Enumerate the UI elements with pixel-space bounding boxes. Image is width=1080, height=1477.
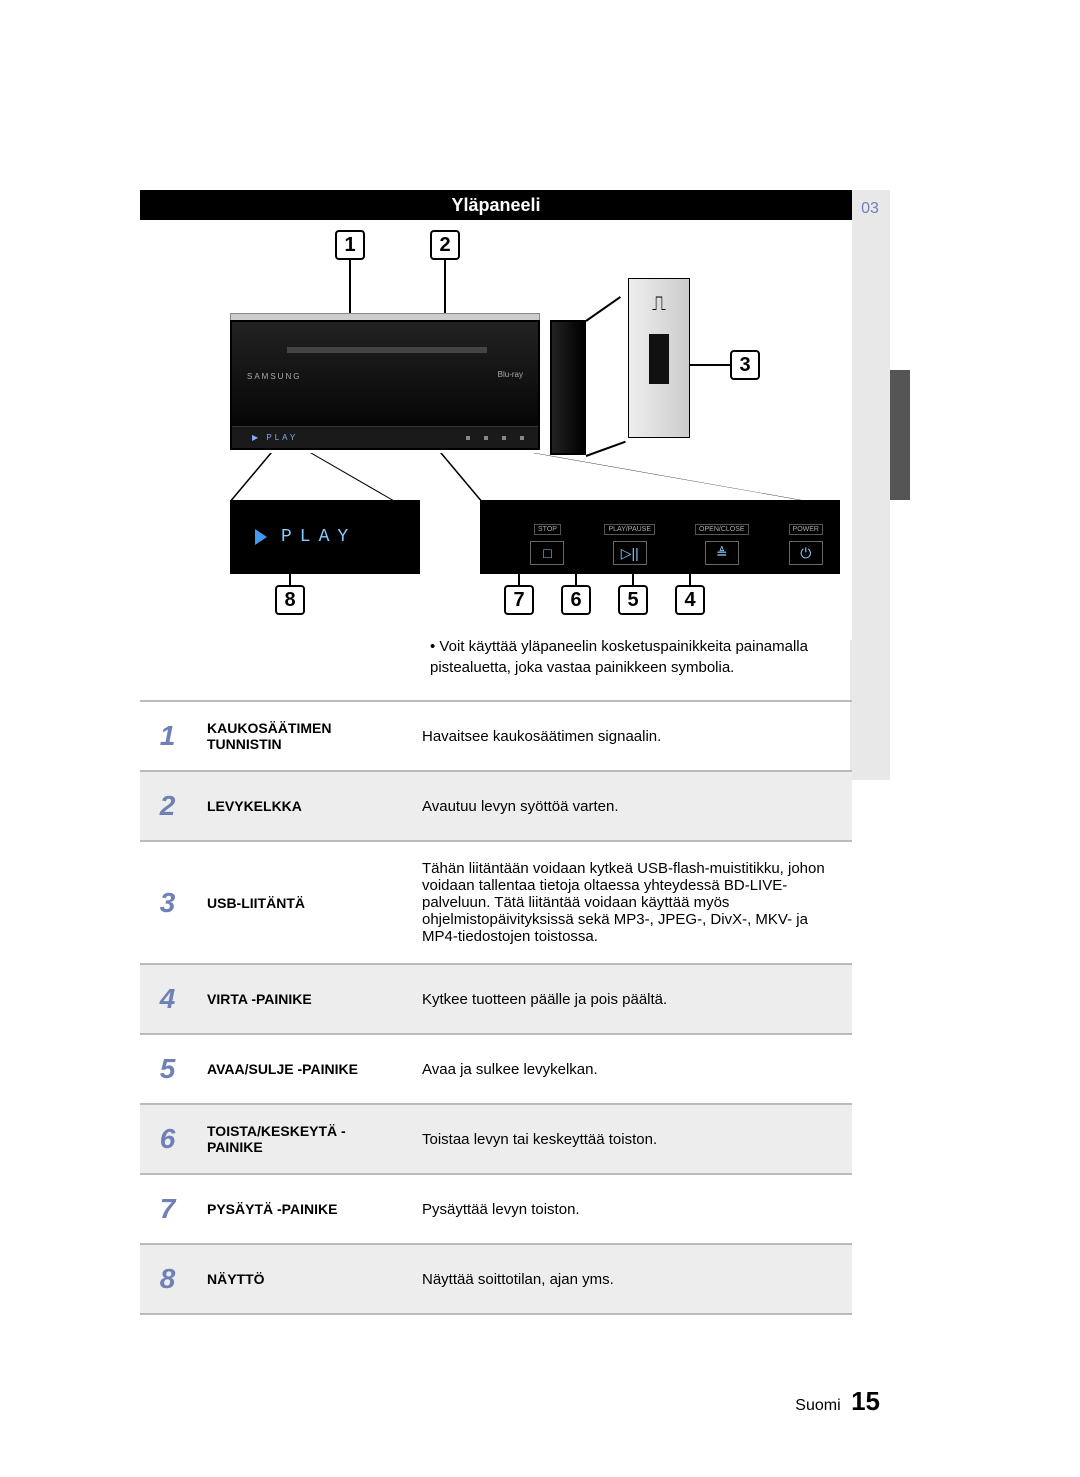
row-name: TOISTA/KESKEYTÄ -PAINIKE: [195, 1104, 410, 1174]
row-number: 2: [140, 771, 195, 841]
callout-5: 5: [618, 585, 648, 615]
touch-buttons-zoom-panel: STOP □ PLAY/PAUSE ▷|| OPEN/CLOSE ≜ POWER…: [480, 500, 840, 574]
table-row: 5AVAA/SULJE -PAINIKEAvaa ja sulkee levyk…: [140, 1034, 852, 1104]
top-panel-diagram: 1 2 3 4 5 6 7 8 SAMSUNG Blu-ray ▶ PLAY: [140, 220, 852, 640]
callout-6: 6: [561, 585, 591, 615]
table-row: 3USB-LIITÄNTÄTähän liitäntään voidaan ky…: [140, 841, 852, 964]
player-bottom-strip: ▶ PLAY: [232, 426, 538, 448]
chapter-number: 03: [861, 200, 879, 218]
row-name: AVAA/SULJE -PAINIKE: [195, 1034, 410, 1104]
note-text: Voit käyttää yläpaneelin kosketuspainikk…: [430, 636, 850, 678]
chapter-side-tab: 03 Ennen aloitusta: [850, 190, 890, 780]
diagram-note: Voit käyttää yläpaneelin kosketuspainikk…: [430, 636, 850, 678]
row-number: 5: [140, 1034, 195, 1104]
play-triangle-icon: [255, 529, 267, 545]
openclose-button[interactable]: ≜: [705, 541, 739, 565]
row-desc: Avautuu levyn syöttöä varten.: [410, 771, 852, 841]
table-row: 1KAUKOSÄÄTIMEN TUNNISTINHavaitsee kaukos…: [140, 701, 852, 771]
brand-logo: SAMSUNG: [247, 372, 301, 381]
callout-1: 1: [335, 230, 365, 260]
strip-play-indicator: ▶ PLAY: [252, 433, 298, 442]
table-row: 6TOISTA/KESKEYTÄ -PAINIKEToistaa levyn t…: [140, 1104, 852, 1174]
power-button[interactable]: ⏻: [789, 541, 823, 565]
row-desc: Havaitsee kaukosäätimen signaalin.: [410, 701, 852, 771]
row-desc: Kytkee tuotteen päälle ja pois päältä.: [410, 964, 852, 1034]
page-footer: Suomi 15: [795, 1386, 880, 1417]
row-desc: Pysäyttää levyn toiston.: [410, 1174, 852, 1244]
playpause-button[interactable]: ▷||: [613, 541, 647, 565]
section-title: Yläpaneeli: [140, 190, 852, 220]
table-row: 4VIRTA -PAINIKEKytkee tuotteen päälle ja…: [140, 964, 852, 1034]
row-name: NÄYTTÖ: [195, 1244, 410, 1314]
row-number: 8: [140, 1244, 195, 1314]
row-desc: Toistaa levyn tai keskeyttää toiston.: [410, 1104, 852, 1174]
row-number: 6: [140, 1104, 195, 1174]
parts-table: 1KAUKOSÄÄTIMEN TUNNISTINHavaitsee kaukos…: [140, 700, 852, 1315]
callout-8: 8: [275, 585, 305, 615]
bluray-logo: Blu-ray: [498, 370, 523, 379]
usb-panel-zoom: ⎍: [628, 278, 690, 438]
disc-slot: [287, 347, 487, 353]
row-name: VIRTA -PAINIKE: [195, 964, 410, 1034]
display-zoom-panel: PLAY: [230, 500, 420, 574]
footer-language: Suomi: [795, 1397, 840, 1414]
callout-3: 3: [730, 350, 760, 380]
display-play-text: PLAY: [281, 527, 356, 547]
openclose-label: OPEN/CLOSE: [695, 524, 749, 535]
player-body: SAMSUNG Blu-ray ▶ PLAY: [230, 320, 540, 450]
stop-button[interactable]: □: [530, 541, 564, 565]
callout-7: 7: [504, 585, 534, 615]
row-desc: Näyttää soittotilan, ajan yms.: [410, 1244, 852, 1314]
callout-4: 4: [675, 585, 705, 615]
row-number: 3: [140, 841, 195, 964]
usb-icon: ⎍: [652, 293, 666, 316]
stop-label: STOP: [534, 524, 561, 535]
row-name: USB-LIITÄNTÄ: [195, 841, 410, 964]
row-name: PYSÄYTÄ -PAINIKE: [195, 1174, 410, 1244]
footer-page-number: 15: [851, 1386, 880, 1416]
row-number: 4: [140, 964, 195, 1034]
callout-2: 2: [430, 230, 460, 260]
table-row: 7PYSÄYTÄ -PAINIKEPysäyttää levyn toiston…: [140, 1174, 852, 1244]
row-number: 7: [140, 1174, 195, 1244]
row-name: KAUKOSÄÄTIMEN TUNNISTIN: [195, 701, 410, 771]
side-tab-dark-marker: [890, 370, 910, 500]
player-side-panel: [550, 320, 586, 455]
row-desc: Avaa ja sulkee levykelkan.: [410, 1034, 852, 1104]
row-name: LEVYKELKKA: [195, 771, 410, 841]
power-label: POWER: [789, 524, 823, 535]
table-row: 8NÄYTTÖNäyttää soittotilan, ajan yms.: [140, 1244, 852, 1314]
row-desc: Tähän liitäntään voidaan kytkeä USB-flas…: [410, 841, 852, 964]
table-row: 2LEVYKELKKAAvautuu levyn syöttöä varten.: [140, 771, 852, 841]
row-number: 1: [140, 701, 195, 771]
playpause-label: PLAY/PAUSE: [604, 524, 655, 535]
usb-port: [649, 334, 669, 384]
